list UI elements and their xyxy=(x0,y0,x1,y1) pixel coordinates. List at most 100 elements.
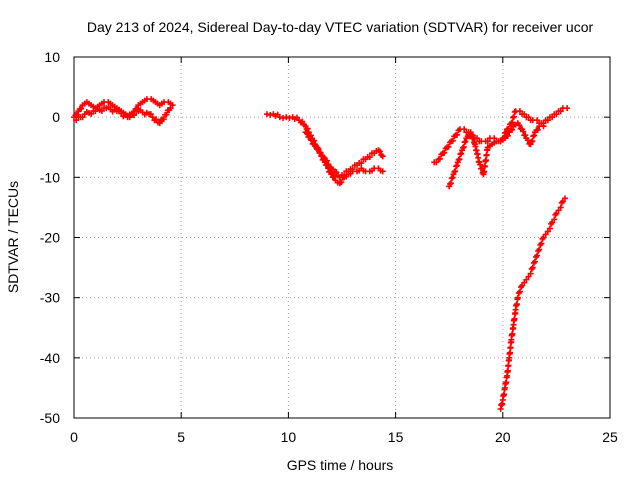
data-point-interp xyxy=(456,156,463,163)
data-point-interp xyxy=(516,122,523,129)
data-point xyxy=(555,207,562,214)
data-point-interp xyxy=(520,128,527,135)
data-point xyxy=(531,258,538,265)
data-point xyxy=(156,120,163,127)
data-point-interp xyxy=(441,149,448,156)
data-point-interp xyxy=(312,142,319,149)
data-point-interp xyxy=(468,131,475,138)
data-point-interp xyxy=(522,132,529,139)
data-point-interp xyxy=(477,161,484,168)
data-point-interp xyxy=(449,137,456,144)
data-point-interp xyxy=(316,149,323,156)
data-point-interp xyxy=(557,108,564,115)
data-point-interp xyxy=(131,112,138,119)
data-point xyxy=(521,111,528,118)
data-point-interp xyxy=(149,114,156,121)
y-axis-label: SDTVAR / TECUs xyxy=(5,181,21,293)
data-point xyxy=(516,288,523,295)
data-point xyxy=(557,204,564,211)
data-point-interp xyxy=(341,172,348,179)
data-point xyxy=(536,246,543,253)
data-point-interp xyxy=(325,161,332,168)
x-tick-label: 20 xyxy=(495,429,511,445)
data-point-interp xyxy=(315,145,322,152)
data-point-interp xyxy=(528,138,535,145)
data-point-interp xyxy=(453,163,460,170)
data-point-interp xyxy=(98,107,105,114)
data-point-interp xyxy=(299,118,306,125)
data-point-interp xyxy=(504,132,511,139)
x-tick-label: 25 xyxy=(602,429,618,445)
x-tick-label: 5 xyxy=(177,429,185,445)
y-tick-label: 0 xyxy=(52,109,60,125)
data-point xyxy=(167,105,174,112)
data-point-interp xyxy=(458,150,465,157)
data-point-interp xyxy=(366,154,373,161)
data-point-interp xyxy=(447,180,454,187)
y-tick-label: -30 xyxy=(40,290,60,306)
data-point-interp xyxy=(349,166,356,173)
data-point-interp xyxy=(549,114,556,121)
data-point xyxy=(542,231,549,238)
data-point-interp xyxy=(462,138,469,145)
data-point xyxy=(544,228,551,235)
data-point-interp xyxy=(509,126,516,133)
data-point-interp xyxy=(267,111,274,118)
data-point-interp xyxy=(160,116,167,123)
data-point xyxy=(564,105,571,112)
data-point-interp xyxy=(321,154,328,161)
data-point-interp xyxy=(280,114,287,121)
tick-marks xyxy=(73,56,611,419)
data-point-interp xyxy=(531,132,538,139)
data-point xyxy=(525,114,532,121)
data-point xyxy=(521,279,528,286)
y-tick-labels: -50 -40 -30 -20 -10 0 10 xyxy=(40,49,60,426)
data-point-interp xyxy=(448,175,455,182)
data-point-interp xyxy=(484,138,491,145)
chart-title: Day 213 of 2024, Sidereal Day-to-day VTE… xyxy=(87,19,594,35)
data-point-interp xyxy=(163,111,170,118)
data-point-interp xyxy=(308,137,315,144)
data-point-interp xyxy=(303,130,310,137)
data-point xyxy=(519,282,526,289)
x-tick-labels: 0 5 10 15 20 25 xyxy=(70,429,618,445)
data-point xyxy=(514,294,521,301)
data-point xyxy=(540,123,547,130)
data-point xyxy=(461,126,468,133)
data-point-interp xyxy=(510,114,517,121)
data-point-interp xyxy=(460,144,467,151)
data-point xyxy=(549,219,556,226)
data-point-interp xyxy=(329,166,336,173)
data-point-interp xyxy=(544,117,551,124)
data-point xyxy=(73,117,80,124)
data-point-interp xyxy=(455,156,462,163)
data-point-interp xyxy=(306,133,313,140)
x-tick-label: 15 xyxy=(388,429,404,445)
data-point-interp xyxy=(338,179,345,186)
y-tick-label: 10 xyxy=(44,49,60,65)
data-point xyxy=(546,225,553,232)
data-point xyxy=(540,234,547,241)
data-point-interp xyxy=(509,119,516,126)
data-point-interp xyxy=(530,133,537,140)
data-point xyxy=(523,276,530,283)
data-point-interp xyxy=(461,139,468,146)
data-point-interp xyxy=(511,108,518,115)
data-point-interp xyxy=(333,169,340,176)
data-point xyxy=(561,195,568,202)
x-axis-label: GPS time / hours xyxy=(287,457,394,473)
data-point-interp xyxy=(553,111,560,118)
data-point-interp xyxy=(451,168,458,175)
data-point-interp xyxy=(452,168,459,175)
data-point-interp xyxy=(470,135,477,142)
data-point-interp xyxy=(454,131,461,138)
data-point xyxy=(527,270,534,277)
data-point-interp xyxy=(457,151,464,158)
y-tick-label: -40 xyxy=(40,350,60,366)
data-point-interp xyxy=(449,174,456,181)
y-tick-label: -10 xyxy=(40,169,60,185)
data-point-interp xyxy=(529,138,536,145)
data-point-interp xyxy=(447,180,454,187)
